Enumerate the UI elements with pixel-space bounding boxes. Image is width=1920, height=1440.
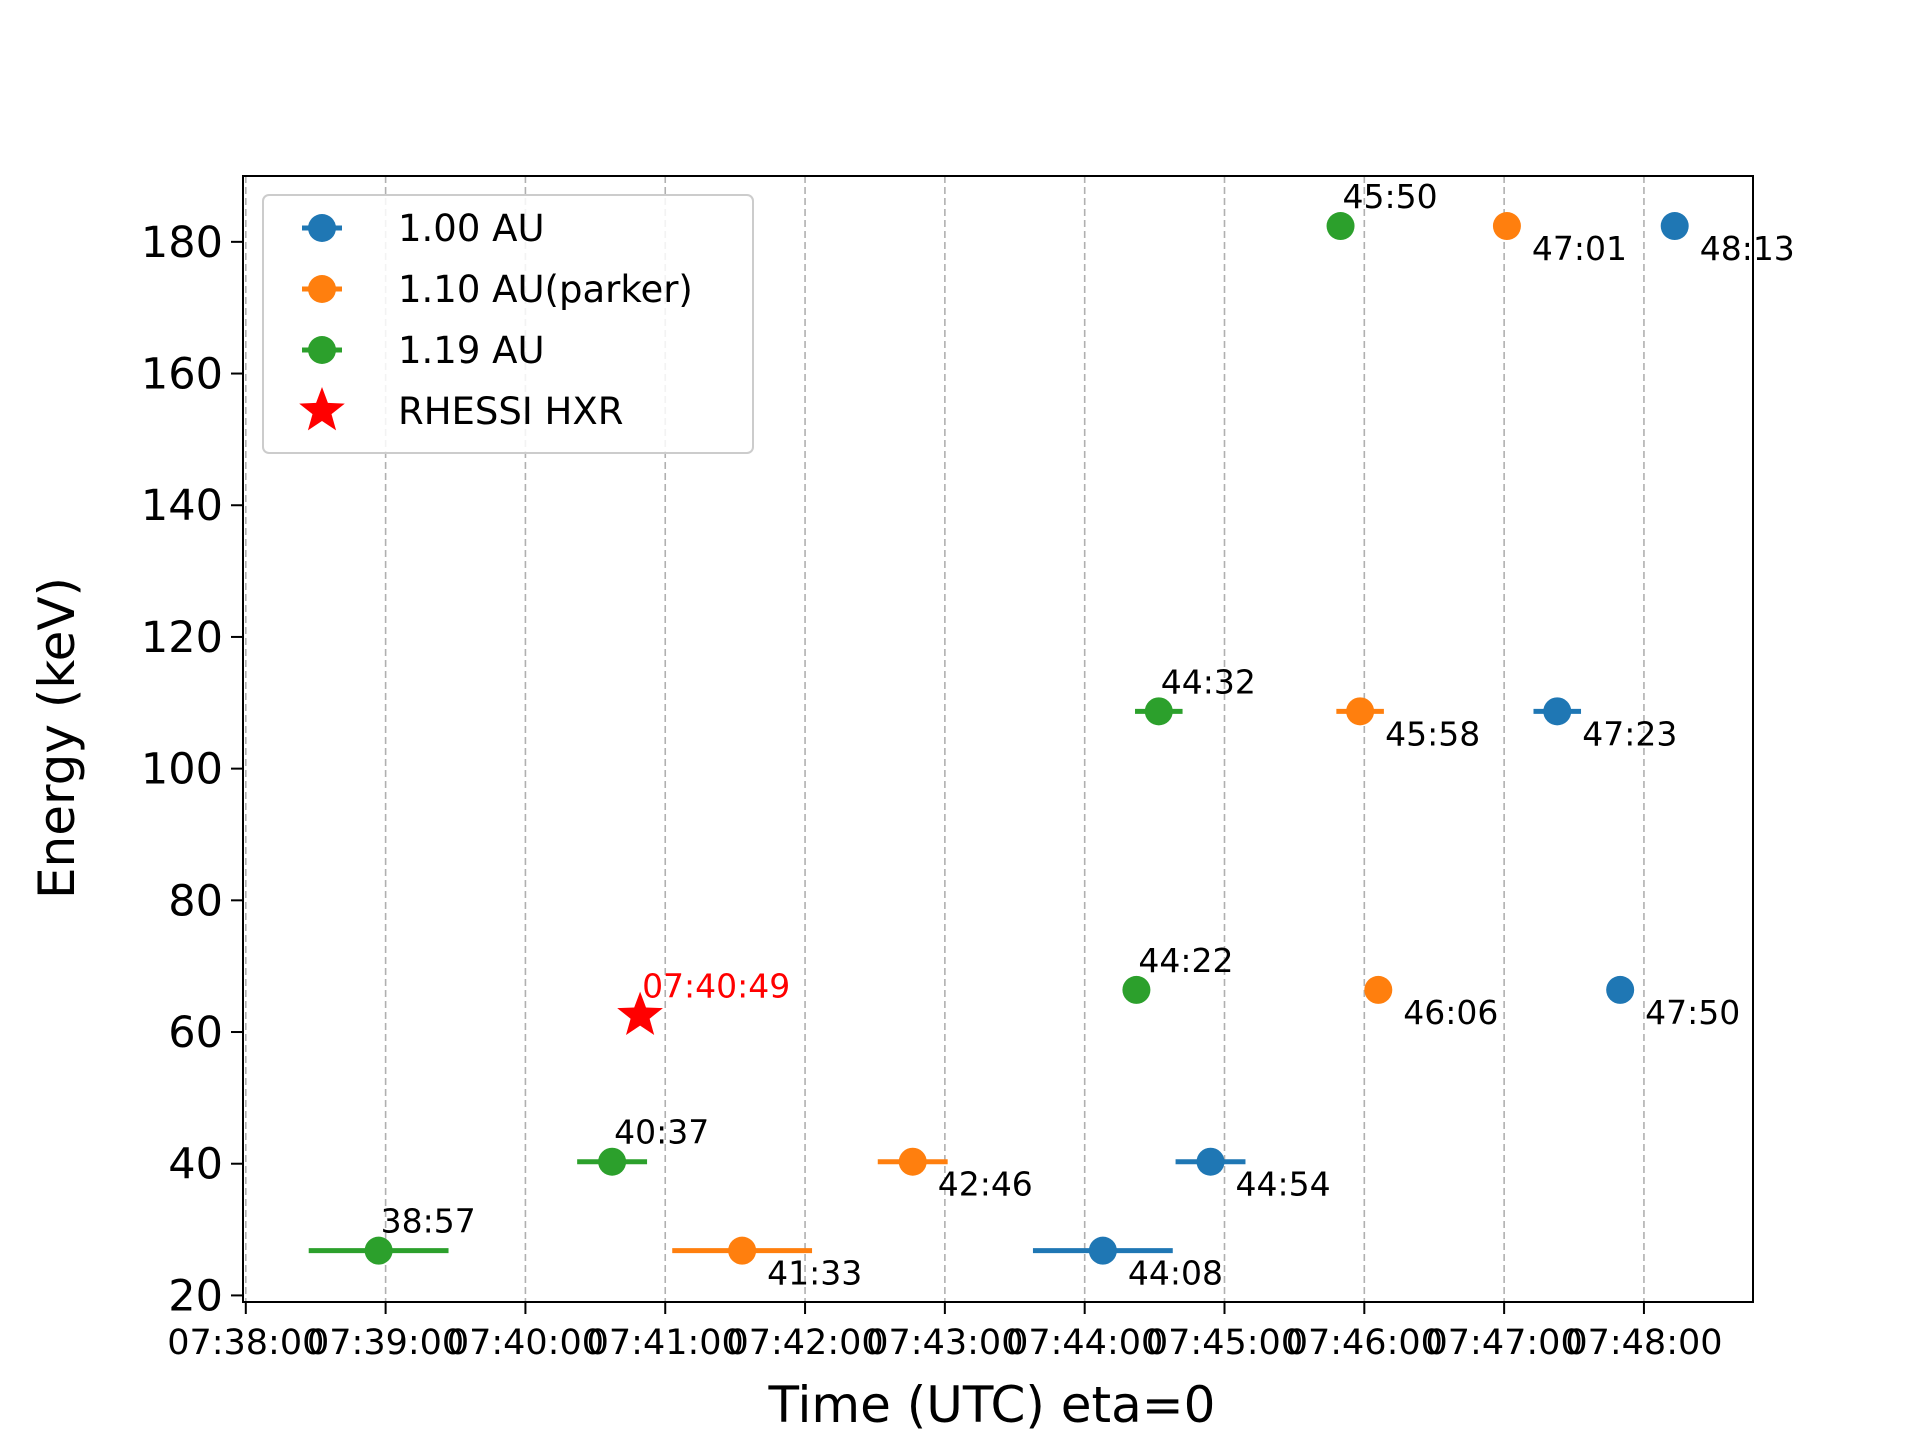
data-point — [1606, 975, 1635, 1004]
y-tick-label: 140 — [141, 481, 223, 531]
point-label: 47:23 — [1582, 714, 1677, 753]
data-point — [1088, 1236, 1117, 1265]
x-tick-label: 07:46:00 — [1286, 1323, 1443, 1363]
data-point — [1196, 1147, 1225, 1176]
y-tick-label: 80 — [168, 876, 223, 926]
y-tick-label: 40 — [168, 1140, 223, 1190]
point-label: 45:50 — [1343, 177, 1438, 216]
y-tick-label: 100 — [141, 745, 223, 795]
x-tick-label: 07:41:00 — [587, 1323, 744, 1363]
y-tick-label: 20 — [168, 1271, 223, 1321]
point-label: 44:22 — [1138, 941, 1233, 980]
point-label: 47:50 — [1645, 993, 1740, 1032]
legend-dot-marker — [308, 336, 336, 364]
x-tick-label: 07:42:00 — [726, 1323, 883, 1363]
legend-item-1-19-au: 1.19 AU — [302, 329, 545, 372]
legend-label: 1.00 AU — [398, 207, 545, 250]
data-point — [1660, 212, 1689, 241]
plot-frame — [242, 175, 1754, 1303]
data-point — [1346, 697, 1375, 726]
legend-box — [262, 194, 754, 454]
point-label: 44:32 — [1161, 662, 1256, 701]
legend-item-1-10-au-parker: 1.10 AU(parker) — [302, 268, 693, 311]
y-tick-label: 60 — [168, 1008, 223, 1058]
legend-label: RHESSI HXR — [398, 390, 623, 433]
x-tick-label: 07:39:00 — [307, 1323, 464, 1363]
point-label: 41:33 — [767, 1254, 862, 1293]
legend-dot-marker — [308, 214, 336, 242]
legend-star-marker — [299, 387, 345, 431]
point-label: 47:01 — [1532, 229, 1627, 268]
point-label: 44:08 — [1128, 1254, 1223, 1293]
data-point — [364, 1236, 393, 1265]
data-point — [728, 1236, 757, 1265]
x-tick-label: 07:38:00 — [167, 1323, 324, 1363]
y-axis-label: Energy (keV) — [28, 577, 86, 899]
legend-label: 1.19 AU — [398, 329, 545, 372]
point-label: 40:37 — [614, 1113, 709, 1152]
series-rhessi-hxr: 07:40:49 — [617, 967, 790, 1035]
data-point — [1543, 697, 1572, 726]
legend-item-rhessi-hxr: RHESSI HXR — [299, 387, 623, 433]
series-1-00-au: 44:08 44:54 47:50 47:23 48:13 — [1032, 212, 1795, 1293]
data-point — [1122, 975, 1151, 1004]
data-point — [1326, 212, 1355, 241]
point-label: 45:58 — [1385, 714, 1480, 753]
x-tick-label: 07:44:00 — [1006, 1323, 1163, 1363]
y-tick-label: 120 — [141, 613, 223, 663]
series-1-19-au: 38:57 40:37 44:22 44:32 45:50 — [308, 177, 1438, 1265]
point-label: 07:40:49 — [642, 967, 790, 1006]
axes: 07:38:0007:39:0007:40:0007:41:0007:42:00… — [141, 218, 1723, 1363]
point-label: 48:13 — [1700, 229, 1795, 268]
data-point-star — [617, 991, 663, 1035]
x-axis-label: Time (UTC) eta=0 — [768, 1376, 1216, 1434]
point-label: 44:54 — [1236, 1165, 1331, 1204]
x-tick-label: 07:47:00 — [1426, 1323, 1583, 1363]
y-tick-label: 160 — [141, 350, 223, 400]
data-point — [1364, 975, 1393, 1004]
data-point — [1492, 212, 1521, 241]
legend-dot-marker — [308, 275, 336, 303]
legend-item-1-00-au: 1.00 AU — [302, 207, 545, 250]
point-label: 42:46 — [938, 1165, 1033, 1204]
x-tick-label: 07:45:00 — [1146, 1323, 1303, 1363]
series-1-10-au-parker: 41:33 42:46 46:06 45:58 47:01 — [672, 212, 1627, 1293]
x-tick-label: 07:43:00 — [866, 1323, 1023, 1363]
data-point — [898, 1147, 927, 1176]
point-label: 46:06 — [1403, 993, 1498, 1032]
x-tick-label: 07:48:00 — [1565, 1323, 1722, 1363]
point-label: 38:57 — [381, 1202, 476, 1241]
data-point — [1144, 697, 1173, 726]
legend: 1.00 AU 1.10 AU(parker) 1.19 AU RHESSI HXR — [262, 194, 754, 454]
legend-label: 1.10 AU(parker) — [398, 268, 693, 311]
data-marks: 44:08 44:54 47:50 47:23 48:13 41:33 42:46 46:06… — [308, 177, 1795, 1293]
y-tick-label: 180 — [141, 218, 223, 268]
data-point — [598, 1147, 627, 1176]
x-tick-label: 07:40:00 — [447, 1323, 604, 1363]
